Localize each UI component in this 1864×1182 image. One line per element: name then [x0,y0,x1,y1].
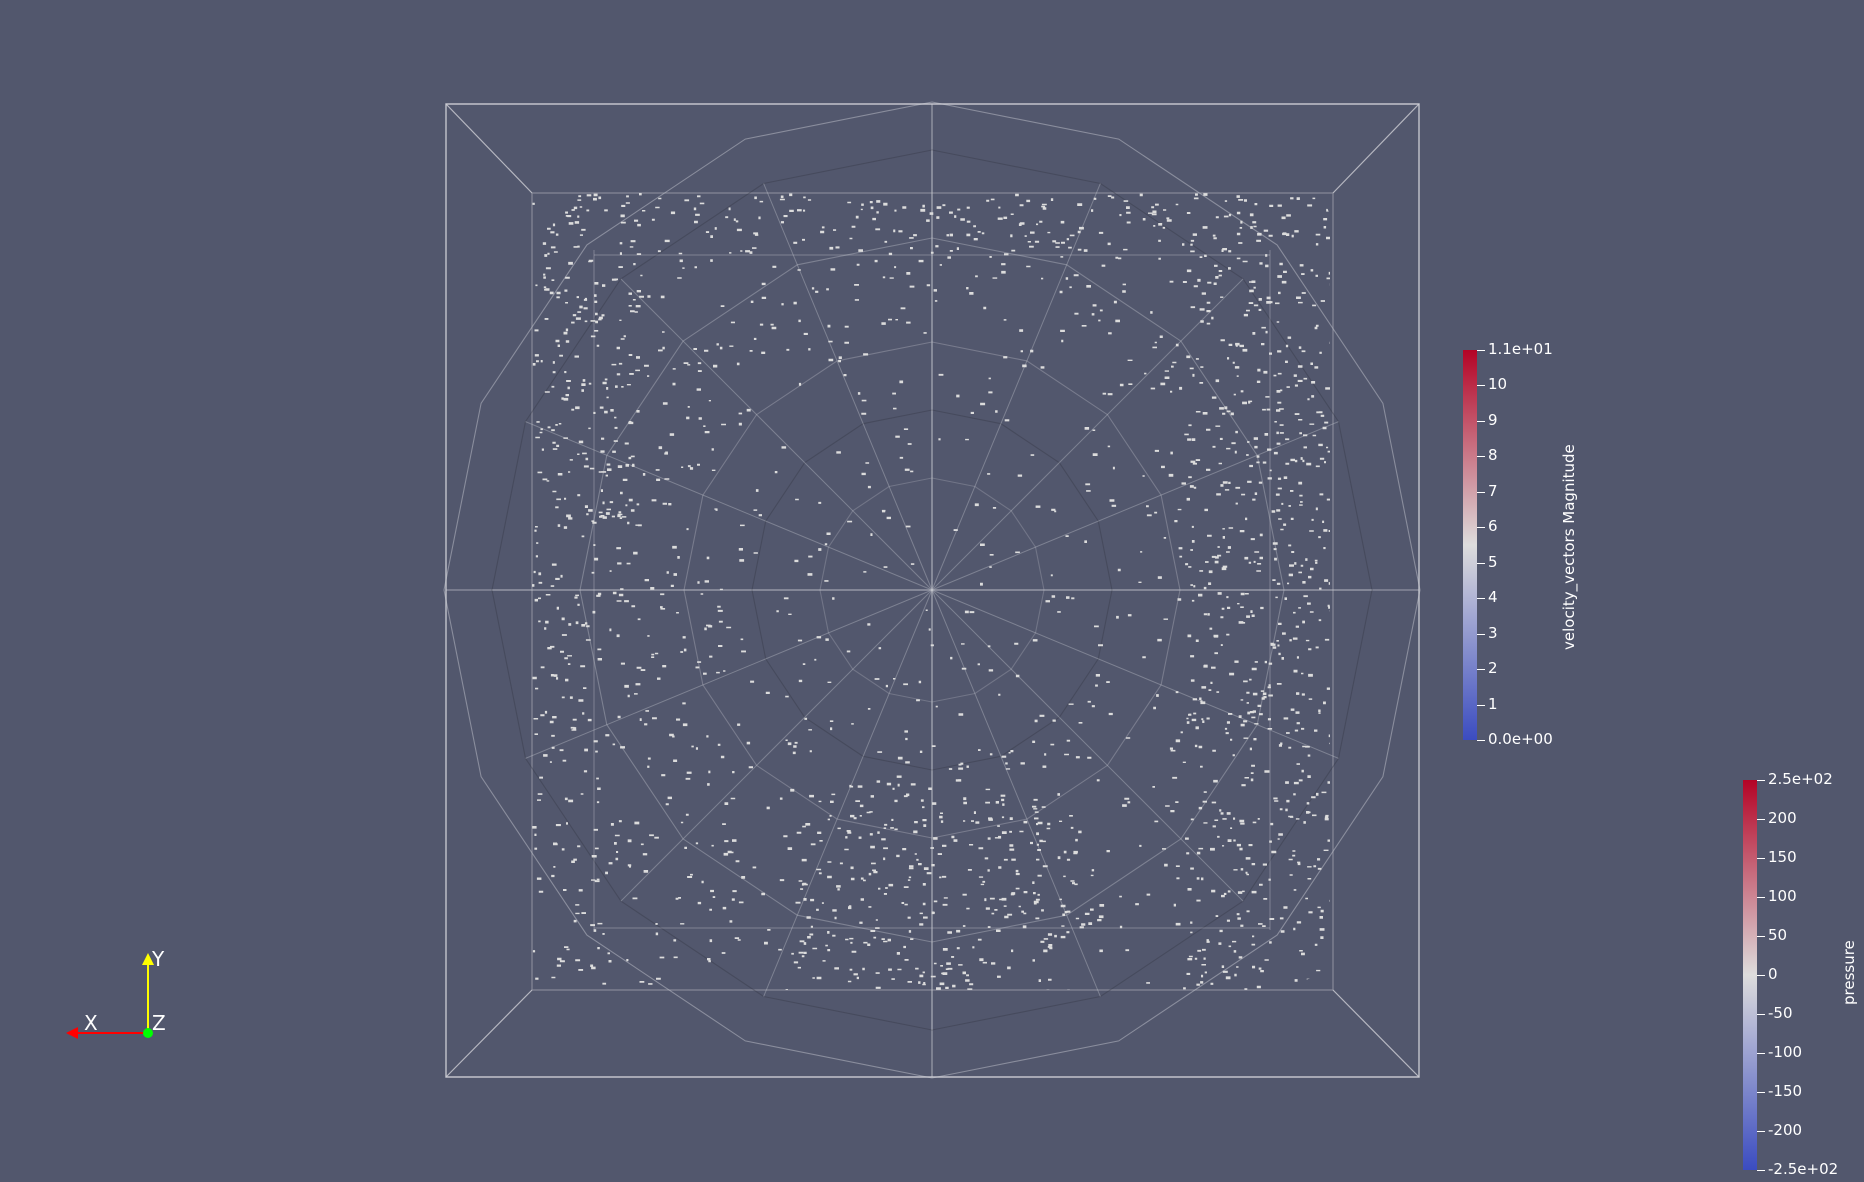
pressure-colorbar-tick-label: 200 [1768,809,1797,827]
axis-y-label: Y [152,947,165,971]
velocity-colorbar-gradient [1463,350,1477,740]
pressure-colorbar-tick-label: 100 [1768,887,1797,905]
velocity-colorbar-tick-mark [1477,456,1485,457]
pressure-colorbar-tick-mark [1757,858,1765,859]
velocity-colorbar-tick-mark [1477,563,1485,564]
pressure-colorbar-tick-mark [1757,897,1765,898]
orientation-axes-widget: X Y Z [60,945,180,1045]
velocity-colorbar-tick-label: 1.1e+01 [1488,340,1553,358]
orientation-axes-graphic [66,953,154,1039]
pressure-colorbar-tick-mark [1757,975,1765,976]
velocity-colorbar-tick-mark [1477,385,1485,386]
velocity-colorbar-tick-mark [1477,634,1485,635]
pressure-colorbar-tick-label: -50 [1768,1004,1793,1022]
velocity-colorbar-tick-mark [1477,740,1485,741]
velocity-colorbar-tick-label: 8 [1488,446,1498,464]
pressure-colorbar-gradient [1743,780,1757,1170]
pressure-colorbar-tick-mark [1757,1014,1765,1015]
velocity-colorbar-tick-label: 9 [1488,411,1498,429]
pressure-colorbar-tick-label: -200 [1768,1121,1803,1139]
pressure-colorbar-tick-label: 0 [1768,965,1778,983]
pressure-colorbar-tick-mark [1757,1092,1765,1093]
pressure-colorbar-tick-label: -150 [1768,1082,1803,1100]
velocity-colorbar-tick-label: 3 [1488,624,1498,642]
axis-x-label: X [84,1011,98,1035]
velocity-colorbar-tick-label: 10 [1488,375,1508,393]
velocity-colorbar-tick-label: 0.0e+00 [1488,730,1553,748]
velocity-colorbar-tick-mark [1477,421,1485,422]
velocity-colorbar-title: velocity_vectors Magnitude [1560,444,1578,650]
velocity-colorbar-tick-mark [1477,598,1485,599]
pressure-colorbar-title: pressure [1840,940,1858,1005]
pressure-colorbar-tick-mark [1757,1131,1765,1132]
axis-z-label: Z [152,1011,166,1035]
velocity-colorbar-tick-label: 2 [1488,659,1498,677]
velocity-colorbar-tick-mark [1477,492,1485,493]
mesh-outline [443,101,1421,1079]
velocity-colorbar-tick-mark [1477,669,1485,670]
velocity-colorbar: 1.1e+01 10 9 8 7 6 5 4 3 2 1 0.0e+00 velocity_vecto… [1460,342,1660,748]
velocity-colorbar-tick-label: 1 [1488,695,1498,713]
pressure-colorbar-tick-mark [1757,1053,1765,1054]
pressure-colorbar-tick-mark [1757,1170,1765,1171]
pressure-colorbar: 2.5e+02 200 150 100 50 0 -50 -100 -150 -200 -2.5e+… [1740,772,1864,1178]
pressure-colorbar-tick-mark [1757,780,1765,781]
velocity-colorbar-tick-label: 6 [1488,517,1498,535]
velocity-colorbar-tick-label: 5 [1488,553,1498,571]
pressure-colorbar-tick-label: -2.5e+02 [1768,1160,1839,1178]
pressure-colorbar-tick-mark [1757,819,1765,820]
pressure-colorbar-tick-label: -100 [1768,1043,1803,1061]
pressure-colorbar-tick-label: 50 [1768,926,1788,944]
velocity-colorbar-tick-mark [1477,527,1485,528]
velocity-colorbar-tick-mark [1477,705,1485,706]
pressure-colorbar-tick-mark [1757,936,1765,937]
velocity-colorbar-tick-label: 4 [1488,588,1498,606]
velocity-colorbar-tick-mark [1477,350,1485,351]
pressure-colorbar-tick-label: 2.5e+02 [1768,770,1833,788]
velocity-colorbar-tick-label: 7 [1488,482,1498,500]
pressure-colorbar-tick-label: 150 [1768,848,1797,866]
